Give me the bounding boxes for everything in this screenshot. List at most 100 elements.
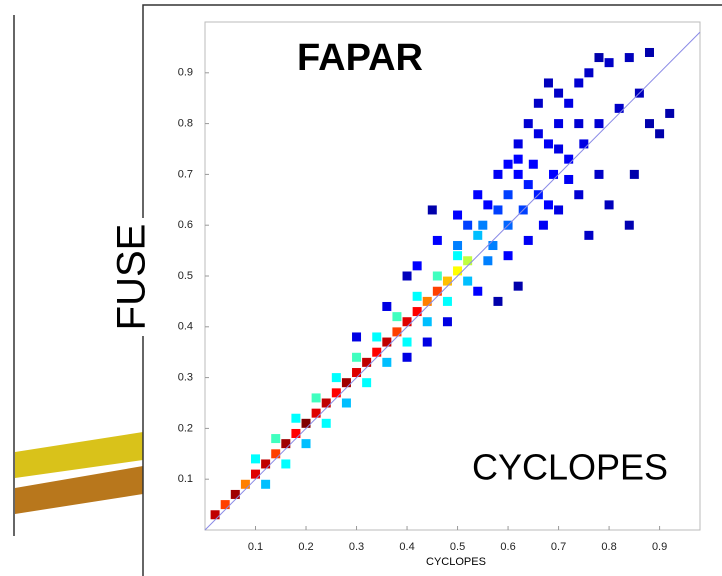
density-cell	[493, 296, 503, 306]
density-cell	[453, 251, 463, 261]
density-cell	[341, 398, 351, 408]
x-tick-label: 0.2	[298, 541, 313, 553]
density-cell	[624, 53, 634, 63]
density-cell	[422, 337, 432, 347]
density-cell	[291, 413, 301, 423]
density-cell	[422, 296, 432, 306]
density-cell	[503, 190, 513, 200]
density-cell	[564, 174, 574, 184]
density-cell	[331, 388, 341, 398]
density-cell	[604, 200, 614, 210]
density-cell	[453, 210, 463, 220]
density-cell	[261, 479, 271, 489]
density-cell	[301, 418, 311, 428]
density-cell	[533, 98, 543, 108]
orange-band	[15, 466, 143, 514]
density-cell	[281, 459, 291, 469]
density-cell	[392, 327, 402, 337]
density-cell	[321, 398, 331, 408]
density-cell	[528, 159, 538, 169]
density-cell	[372, 347, 382, 357]
density-cell	[579, 139, 589, 149]
density-cell	[392, 312, 402, 322]
density-cell	[311, 393, 321, 403]
density-cell	[533, 129, 543, 139]
density-cell	[665, 108, 675, 118]
y-tick-label: 0.5	[178, 270, 193, 282]
y-tick-label: 0.4	[178, 321, 193, 333]
density-cell	[549, 169, 559, 179]
density-cell	[210, 510, 220, 520]
density-cell	[584, 230, 594, 240]
x-tick-label: 0.4	[399, 541, 414, 553]
density-cell	[453, 241, 463, 251]
density-cell	[604, 58, 614, 68]
reference-line	[204, 31, 701, 531]
density-cell	[594, 53, 604, 63]
density-cell	[281, 439, 291, 449]
y-axis-label: FUSE	[110, 224, 154, 331]
density-cell	[629, 169, 639, 179]
density-cell	[372, 332, 382, 342]
density-cell	[442, 317, 452, 327]
y-tick-label: 0.8	[178, 118, 193, 130]
density-cell	[554, 119, 564, 129]
density-cell	[402, 352, 412, 362]
x-axis-label: CYCLOPES	[426, 556, 486, 568]
density-cell	[382, 337, 392, 347]
density-cell	[251, 469, 261, 479]
density-cell	[432, 286, 442, 296]
density-cell	[513, 154, 523, 164]
annotation: CYCLOPES	[472, 447, 668, 488]
density-cell	[543, 200, 553, 210]
x-tick-label: 0.9	[652, 541, 667, 553]
density-cell	[291, 428, 301, 438]
density-cell	[362, 357, 372, 367]
density-cell	[220, 500, 230, 510]
density-cell	[483, 256, 493, 266]
density-cell	[251, 454, 261, 464]
density-cell	[473, 230, 483, 240]
density-cell	[574, 78, 584, 88]
x-tick-label: 0.8	[601, 541, 616, 553]
density-cell	[352, 352, 362, 362]
y-tick-label: 0.6	[178, 219, 193, 231]
density-cell	[362, 378, 372, 388]
density-cell	[554, 88, 564, 98]
y-tick-label: 0.2	[178, 422, 193, 434]
density-cell	[473, 190, 483, 200]
density-cell	[271, 449, 281, 459]
density-cell	[240, 479, 250, 489]
density-cell	[644, 47, 654, 57]
density-cell	[513, 281, 523, 291]
chart-title: FAPAR	[297, 37, 423, 79]
density-cell	[543, 139, 553, 149]
density-cell	[554, 205, 564, 215]
density-cell	[412, 261, 422, 271]
x-tick-label: 0.1	[248, 541, 263, 553]
density-cell	[523, 235, 533, 245]
density-cell	[341, 378, 351, 388]
density-cell	[412, 307, 422, 317]
density-cell	[574, 190, 584, 200]
density-cell	[513, 139, 523, 149]
density-cell	[382, 357, 392, 367]
density-cell	[402, 337, 412, 347]
density-cell	[488, 241, 498, 251]
density-cell	[432, 271, 442, 281]
density-cell	[513, 169, 523, 179]
x-tick-label: 0.5	[450, 541, 465, 553]
density-cell	[564, 154, 574, 164]
density-cell	[463, 276, 473, 286]
x-tick-label: 0.7	[551, 541, 566, 553]
density-cell	[352, 332, 362, 342]
density-cell	[230, 489, 240, 499]
density-cell	[594, 119, 604, 129]
density-cell	[655, 129, 665, 139]
density-cell	[538, 220, 548, 230]
density-cell	[503, 159, 513, 169]
density-cell	[493, 169, 503, 179]
density-cell	[478, 220, 488, 230]
density-cell	[463, 256, 473, 266]
density-cell	[301, 439, 311, 449]
